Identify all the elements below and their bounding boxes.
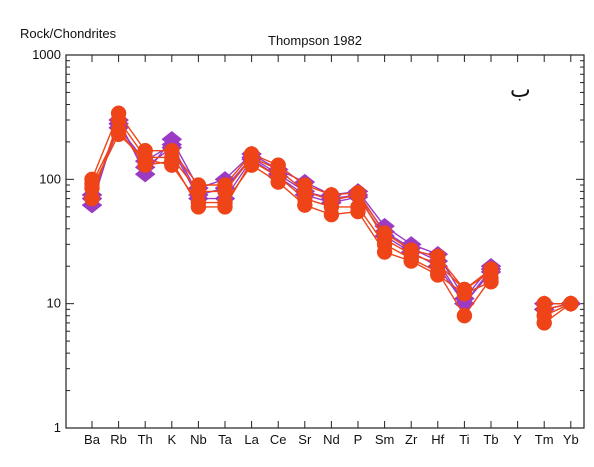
y-tick-label: 1 xyxy=(54,420,61,435)
x-tick-label: Rb xyxy=(110,432,127,447)
x-tick-label: Y xyxy=(513,432,522,447)
x-tick-label: Ce xyxy=(270,432,287,447)
x-tick-label: Hf xyxy=(431,432,444,447)
data-point-circle xyxy=(483,274,499,290)
data-point-circle xyxy=(137,151,153,168)
x-tick-label: Yb xyxy=(563,432,579,447)
series-line xyxy=(91,126,492,305)
data-point-circle xyxy=(563,295,579,312)
series-line xyxy=(91,111,492,291)
series-line xyxy=(91,128,492,317)
data-point-circle xyxy=(536,315,552,331)
data-point-circle xyxy=(243,157,260,173)
data-point-circle xyxy=(376,244,393,260)
x-tick-label: Ba xyxy=(84,432,101,447)
x-tick-label: Tm xyxy=(535,432,554,447)
y-axis-label: Rock/Chondrites xyxy=(20,26,117,41)
x-tick-labels: Ba Rb Th K Nb Ta La Ce Sr Nd P Sm Zr Hf Ti Tb Y Tm Yb xyxy=(84,432,579,447)
x-tick-label: Nd xyxy=(323,432,340,447)
y-tick-label: 10 xyxy=(47,296,61,311)
y-tick-label: 100 xyxy=(39,171,61,186)
data-point-circle xyxy=(456,307,473,324)
x-tick-label: Tb xyxy=(483,432,498,447)
x-tick-label: La xyxy=(244,432,259,447)
series-group xyxy=(81,105,582,331)
series-7 xyxy=(84,126,579,331)
data-point-circle xyxy=(430,267,446,283)
x-tick-label: K xyxy=(167,432,176,447)
x-tick-label: Zr xyxy=(405,432,418,447)
x-tick-label: P xyxy=(354,432,363,447)
data-point-circle xyxy=(350,203,366,220)
data-point-circle xyxy=(297,197,313,213)
data-point-circle xyxy=(84,180,100,196)
data-point-circle xyxy=(403,253,419,269)
data-point-circle xyxy=(164,157,180,173)
data-point-circle xyxy=(190,194,207,211)
data-point-circle xyxy=(110,126,127,143)
x-tick-label: Ta xyxy=(218,432,233,447)
y-tick-label: 1000 xyxy=(32,47,61,62)
x-tick-label: Ti xyxy=(459,432,469,447)
x-tick-label: Sm xyxy=(375,432,395,447)
y-tick-labels: 1 10 100 1000 xyxy=(32,47,61,435)
data-point-circle xyxy=(270,174,286,190)
series-line xyxy=(91,133,492,295)
axis-ticks xyxy=(66,55,584,429)
panel-tag: ب xyxy=(510,78,531,103)
x-tick-label: Th xyxy=(138,432,153,447)
data-point-circle xyxy=(323,206,340,223)
chart-title: Thompson 1982 xyxy=(268,33,362,48)
series-line xyxy=(91,118,492,291)
x-tick-label: Sr xyxy=(298,432,312,447)
x-tick-label: Nb xyxy=(190,432,207,447)
plot-frame xyxy=(65,54,585,429)
data-point-circle xyxy=(217,194,233,211)
data-point-circle xyxy=(456,286,473,302)
